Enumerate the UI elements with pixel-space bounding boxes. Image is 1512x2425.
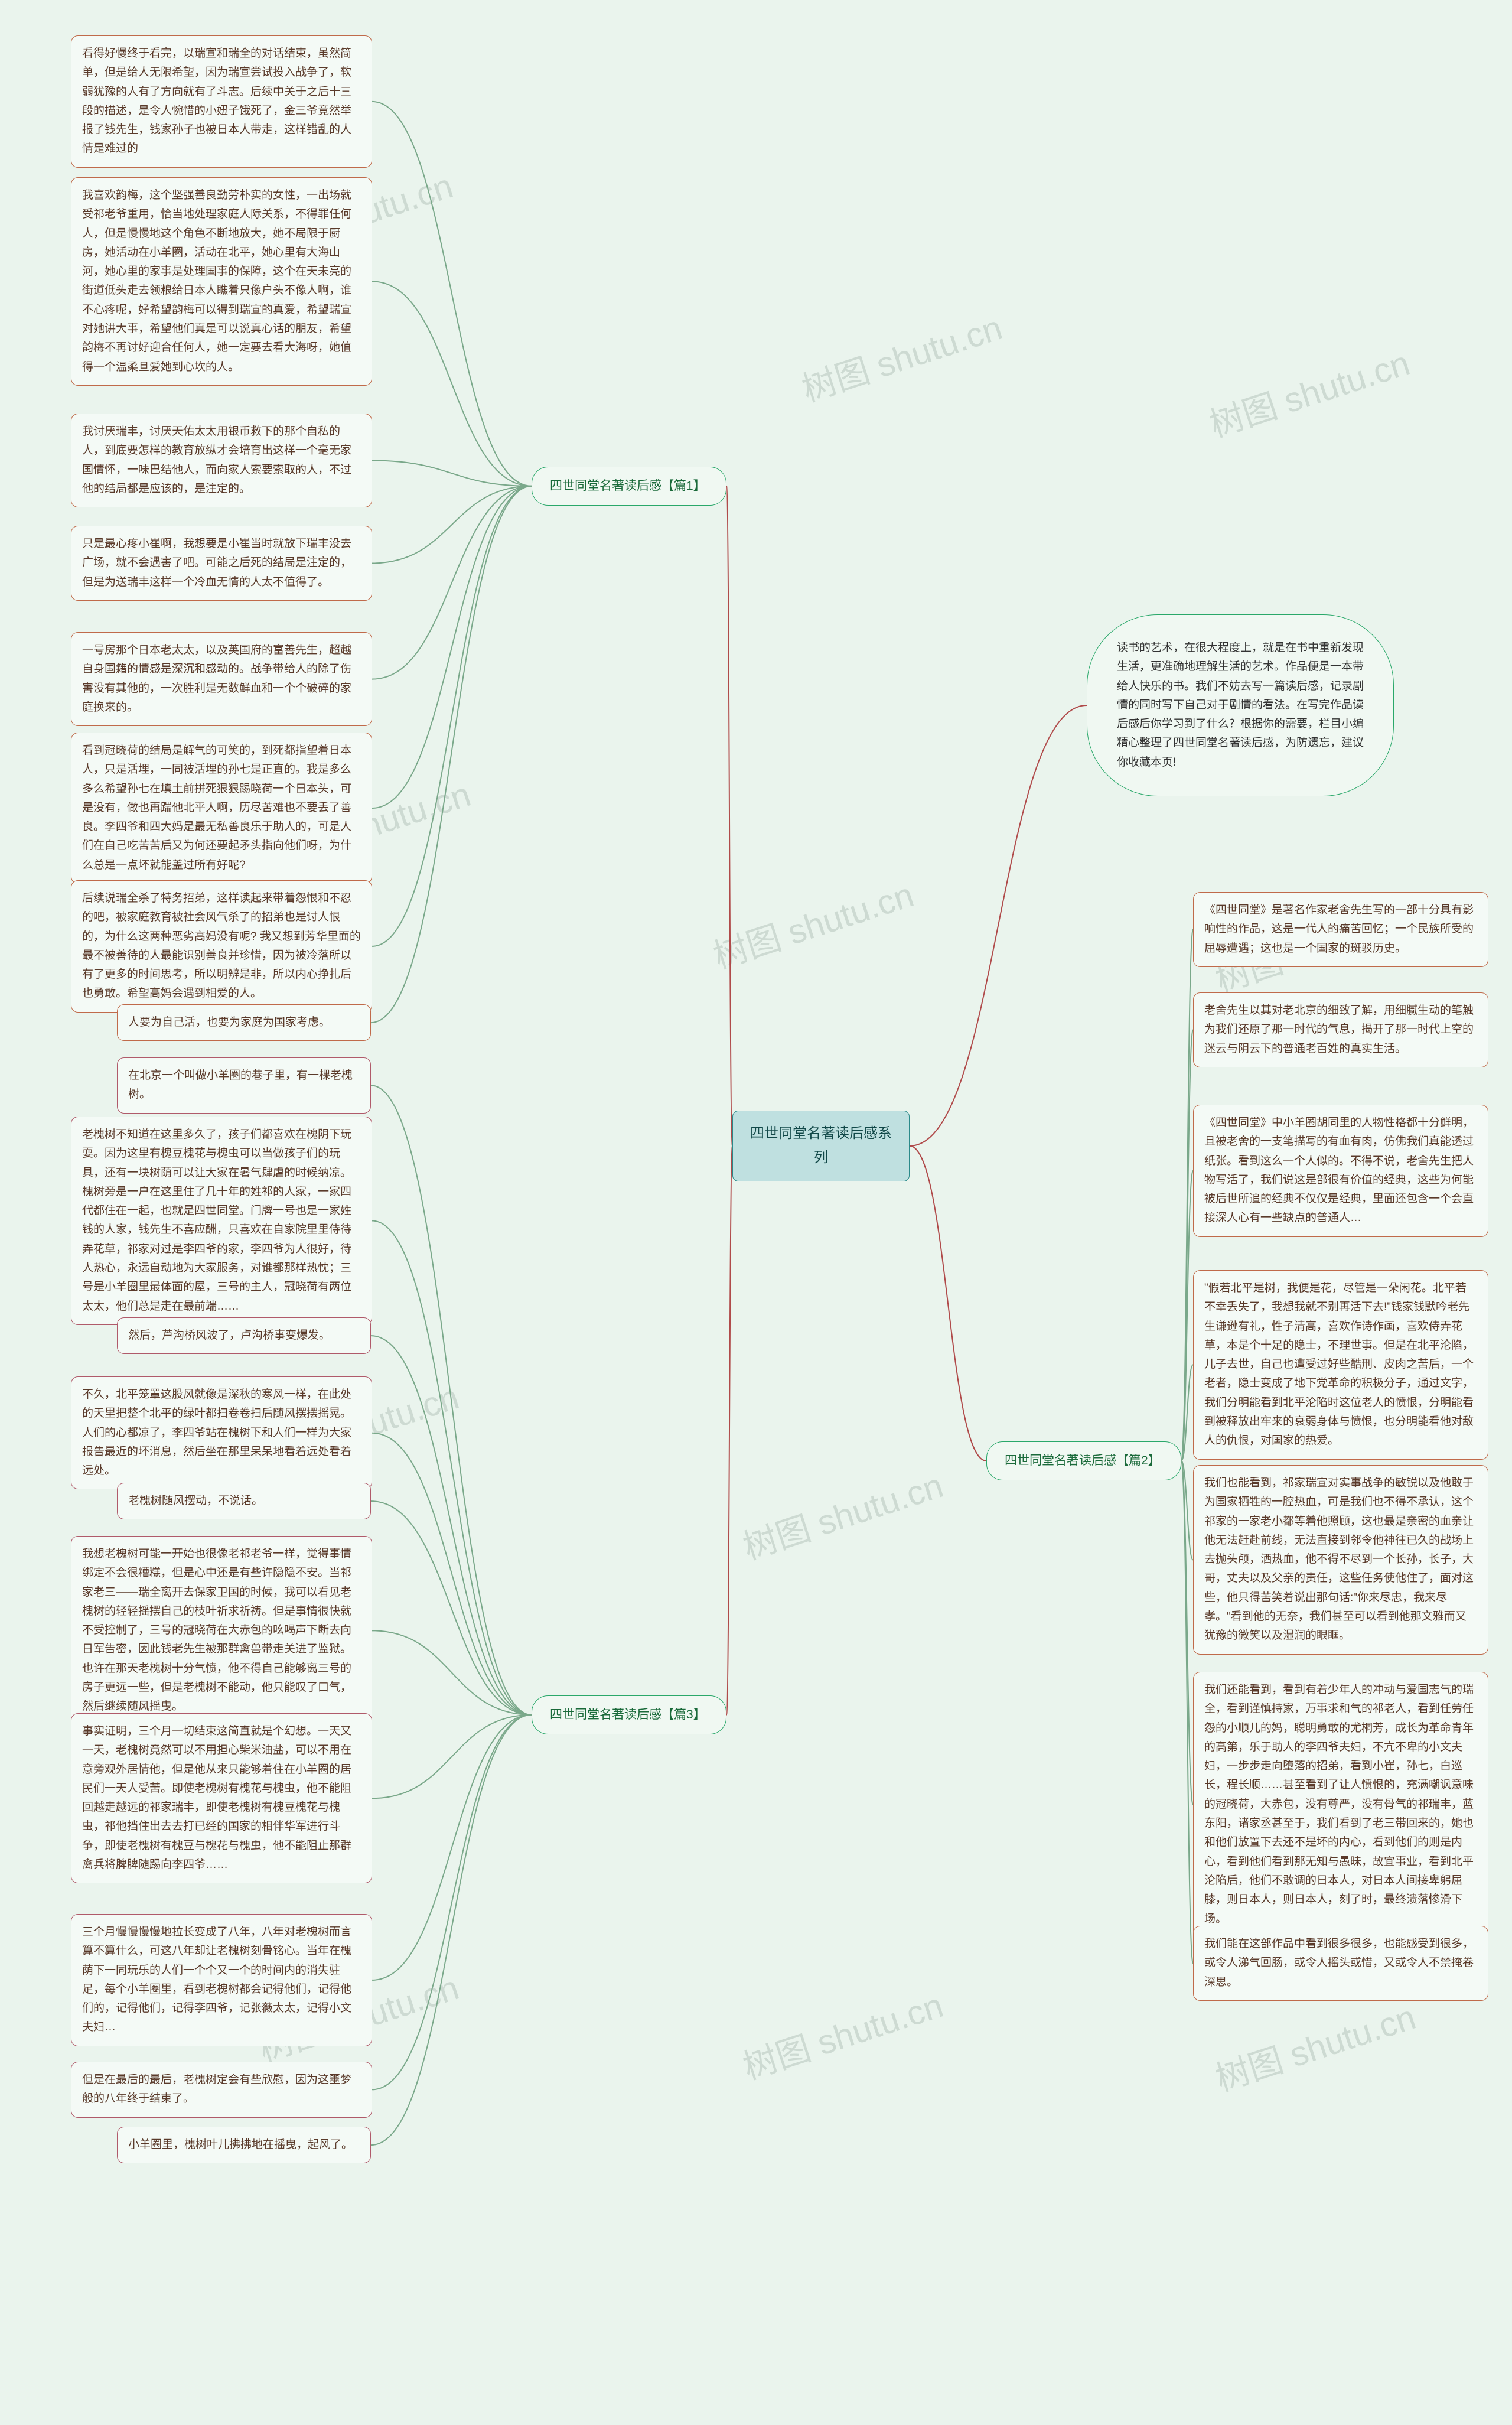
leaf-node: 但是在最后的最后，老槐树定会有些欣慰，因为这噩梦般的八年终于结束了。 <box>71 2062 372 2118</box>
intro-text: 读书的艺术，在很大程度上，就是在书中重新发现生活，更准确地理解生活的艺术。作品便… <box>1117 642 1364 769</box>
chapter-2-label: 四世同堂名著读后感【篇2】 <box>1005 1454 1161 1467</box>
leaf-node: 《四世同堂》是著名作家老舍先生写的一部十分具有影响性的作品，这是一代人的痛苦回忆… <box>1193 892 1488 967</box>
leaf-node: 老槐树随风摆动，不说话。 <box>117 1483 371 1519</box>
leaf-node: 我喜欢韵梅，这个坚强善良勤劳朴实的女性，一出场就受祁老爷重用，恰当地处理家庭人际… <box>71 177 372 386</box>
leaf-node: 人要为自己活，也要为家庭为国家考虑。 <box>117 1004 371 1041</box>
chapter-3-label: 四世同堂名著读后感【篇3】 <box>550 1708 706 1721</box>
watermark: 树图 shutu.cn <box>795 300 1008 411</box>
leaf-node: 我们也能看到，祁家瑞宣对实事战争的敏锐以及他敢于为国家牺牲的一腔热血，可是我们也… <box>1193 1465 1488 1655</box>
watermark: 树图 shutu.cn <box>1208 1990 1421 2101</box>
leaf-node: 然后，芦沟桥风波了，卢沟桥事变爆发。 <box>117 1317 371 1354</box>
root-node: 四世同堂名著读后感系列 <box>732 1111 910 1181</box>
leaf-node: 只是最心疼小崔啊，我想要是小崔当时就放下瑞丰没去广场，就不会遇害了吧。可能之后死… <box>71 526 372 601</box>
watermark: 树图 shutu.cn <box>736 1978 949 2089</box>
leaf-node: 小羊圈里，槐树叶儿拂拂地在摇曳，起风了。 <box>117 2127 371 2163</box>
chapter-1: 四世同堂名著读后感【篇1】 <box>532 467 726 506</box>
leaf-node: 我想老槐树可能一开始也很像老祁老爷一样，觉得事情绑定不会很糟糕，但是心中还是有些… <box>71 1536 372 1726</box>
leaf-node: 后续说瑞全杀了特务招弟，这样读起来带着怨恨和不忍的吧，被家庭教育被社会风气杀了的… <box>71 880 372 1013</box>
intro-node: 读书的艺术，在很大程度上，就是在书中重新发现生活，更准确地理解生活的艺术。作品便… <box>1087 614 1394 796</box>
leaf-node: 我们还能看到，看到有着少年人的冲动与爱国志气的瑞全，看到谨慎持家，万事求和气的祁… <box>1193 1672 1488 1938</box>
chapter-2: 四世同堂名著读后感【篇2】 <box>986 1441 1181 1480</box>
watermark: 树图 shutu.cn <box>1203 336 1415 447</box>
watermark: 树图 shutu.cn <box>736 1458 949 1569</box>
leaf-node: 我们能在这部作品中看到很多很多，也能感受到很多，或令人涕气回肠，或令人摇头或惜，… <box>1193 1926 1488 2001</box>
root-label: 四世同堂名著读后感系列 <box>750 1125 892 1166</box>
leaf-node: 在北京一个叫做小羊圈的巷子里，有一棵老槐树。 <box>117 1057 371 1114</box>
leaf-node: 我讨厌瑞丰，讨厌天佑太太用银币救下的那个自私的人，到底要怎样的教育放纵才会培育出… <box>71 414 372 507</box>
leaf-node: "假若北平是树，我便是花，尽管是一朵闲花。北平若不幸丢失了，我想我就不别再活下去… <box>1193 1270 1488 1460</box>
leaf-node: 一号房那个日本老太太，以及英国府的富善先生，超越自身国籍的情感是深沉和感动的。战… <box>71 632 372 726</box>
chapter-3: 四世同堂名著读后感【篇3】 <box>532 1695 726 1734</box>
leaf-node: 三个月慢慢慢慢地拉长变成了八年，八年对老槐树而言算不算什么，可这八年却让老槐树刻… <box>71 1914 372 2046</box>
mindmap-canvas: { "background_color": "#eaf4ed", "waterm… <box>0 0 1512 2425</box>
leaf-node: 看得好慢终于看完，以瑞宣和瑞全的对话结束，虽然简单，但是给人无限希望，因为瑞宣尝… <box>71 35 372 168</box>
leaf-node: 《四世同堂》中小羊圈胡同里的人物性格都十分鲜明，且被老舍的一支笔描写的有血有肉，… <box>1193 1105 1488 1237</box>
leaf-node: 老槐树不知道在这里多久了，孩子们都喜欢在槐阴下玩耍。因为这里有槐豆槐花与槐虫可以… <box>71 1117 372 1325</box>
leaf-node: 不久，北平笼罩这股风就像是深秋的寒风一样，在此处的天里把整个北平的绿叶都扫卷卷扫… <box>71 1376 372 1489</box>
leaf-node: 事实证明，三个月一切结束这简直就是个幻想。一天又一天，老槐树竟然可以不用担心柴米… <box>71 1713 372 1883</box>
watermark: 树图 shutu.cn <box>706 867 919 978</box>
chapter-1-label: 四世同堂名著读后感【篇1】 <box>550 479 706 493</box>
leaf-node: 看到冠晓荷的结局是解气的可笑的，到死都指望着日本人，只是活埋，一同被活埋的孙七是… <box>71 733 372 884</box>
leaf-node: 老舍先生以其对老北京的细致了解，用细腻生动的笔触为我们还原了那一时代的气息，揭开… <box>1193 992 1488 1067</box>
